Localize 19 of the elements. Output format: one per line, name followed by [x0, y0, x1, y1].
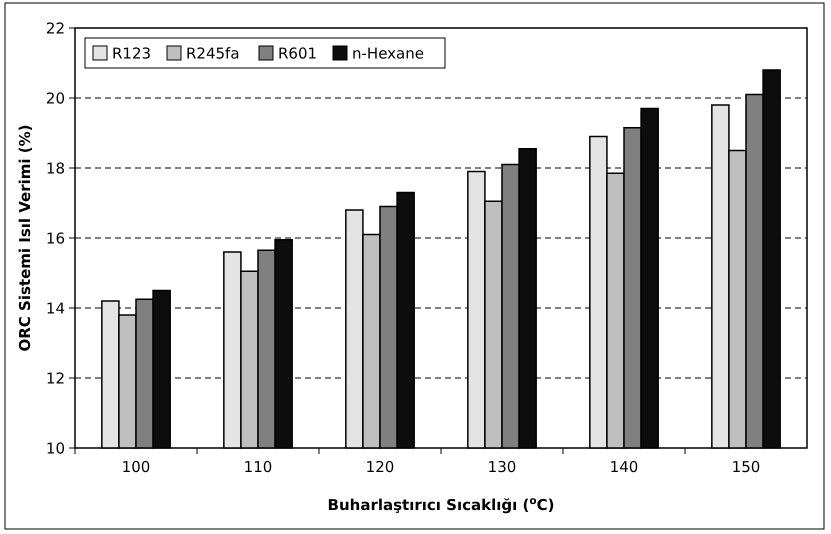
y-tick-label: 12 [46, 369, 65, 388]
legend-label: R601 [278, 44, 318, 62]
y-tick-label: 20 [46, 89, 65, 108]
legend-label: n-Hexane [352, 44, 424, 62]
y-tick-label: 10 [46, 439, 65, 458]
y-tick-label: 16 [46, 229, 65, 248]
y-tick-label: 14 [46, 299, 65, 318]
x-tick-label: 150 [732, 458, 760, 476]
y-tick-label: 18 [46, 159, 65, 178]
y-tick-label: 22 [46, 19, 65, 38]
x-tick-label: 110 [244, 458, 272, 476]
y-axis-title: ORC Sistemi Isıl Verimi (%) [16, 124, 34, 352]
legend-label: R245fa [186, 44, 240, 62]
x-tick-label: 130 [488, 458, 516, 476]
legend-label: R123 [112, 44, 152, 62]
x-tick-label: 120 [366, 458, 394, 476]
x-tick-label: 100 [122, 458, 150, 476]
x-tick-label: 140 [610, 458, 638, 476]
x-axis-title: Buharlaştırıcı Sıcaklığı ($^{o}$C) [328, 495, 554, 514]
